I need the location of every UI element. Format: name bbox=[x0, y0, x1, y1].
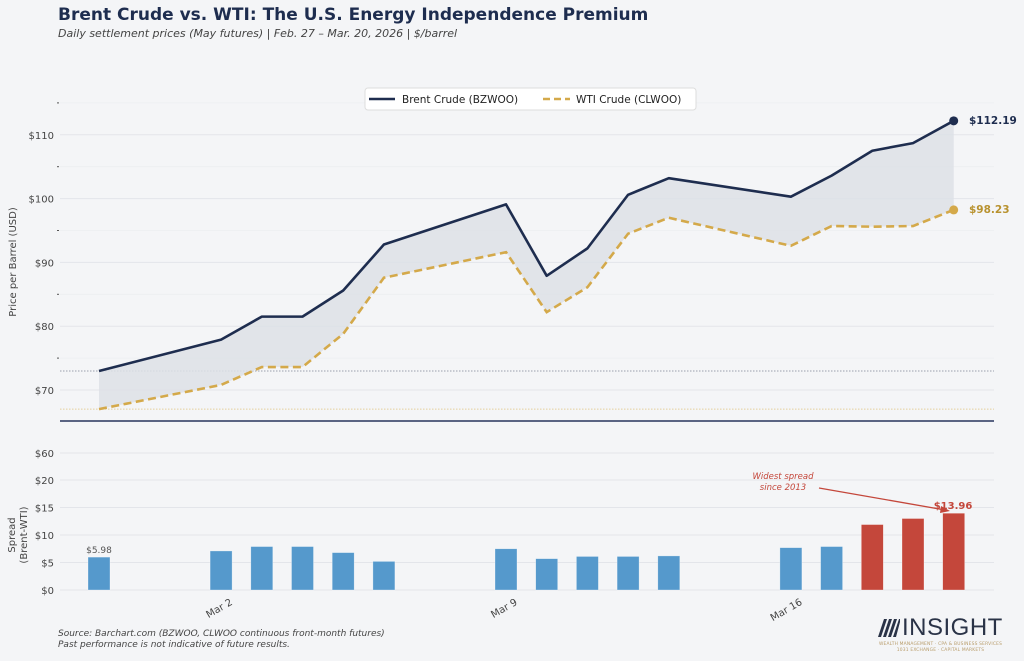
annotation-arrowhead bbox=[940, 506, 950, 513]
chart-title: Brent Crude vs. WTI: The U.S. Energy Ind… bbox=[58, 5, 649, 25]
spread-bar bbox=[616, 556, 640, 591]
spread-bar bbox=[250, 546, 274, 591]
spread-bar bbox=[901, 518, 925, 591]
brent-line bbox=[98, 119, 955, 373]
spread-bar bbox=[494, 548, 518, 591]
spread-tick-label: $5 bbox=[41, 559, 54, 570]
legend-wti-label: WTI Crude (CLWOO) bbox=[576, 94, 681, 106]
spread-bar bbox=[372, 561, 396, 591]
spread-bar bbox=[576, 556, 599, 591]
spread-tick-label: $0 bbox=[41, 586, 54, 597]
spread-area-fill bbox=[99, 120, 954, 410]
insight-logo: INSIGHT WEALTH MANAGEMENT · CPA & BUSINE… bbox=[878, 614, 1003, 654]
last-bar-label: $13.96 bbox=[934, 501, 973, 512]
price-tick-label: $70 bbox=[35, 386, 54, 397]
price-tick-label: $90 bbox=[35, 258, 54, 269]
spread-bars bbox=[87, 512, 966, 591]
end-markers bbox=[949, 116, 959, 215]
price-tick-label: $100 bbox=[29, 195, 54, 206]
logo-stripes-icon bbox=[878, 619, 900, 637]
spread-bar bbox=[291, 546, 314, 591]
spread-y-axis-label-line1: Spread bbox=[7, 517, 18, 552]
brent-end-marker bbox=[949, 116, 959, 126]
price-tick-label: $80 bbox=[35, 322, 54, 333]
spread-tick-label: $20 bbox=[35, 476, 54, 487]
spread-bar bbox=[209, 550, 233, 591]
spread-bar bbox=[779, 547, 803, 591]
annotation-text-line1: Widest spread bbox=[752, 472, 814, 482]
x-tick-label: Mar 16 bbox=[769, 597, 805, 624]
annotation-text-line2: since 2013 bbox=[760, 483, 806, 493]
wti-end-marker bbox=[949, 205, 959, 215]
price-tick-label: $110 bbox=[29, 131, 54, 142]
spread-grid bbox=[60, 452, 994, 591]
legend-brent-label: Brent Crude (BZWOO) bbox=[402, 94, 518, 106]
spread-bar bbox=[860, 524, 884, 591]
spread-y-ticks: $0 $5 $10 $15 $20 $60 bbox=[35, 449, 54, 597]
brent-end-label: $112.19 bbox=[969, 115, 1017, 127]
spread-bar bbox=[535, 558, 559, 591]
annotation-arrow bbox=[818, 487, 946, 511]
logo-wordmark: INSIGHT bbox=[902, 614, 1003, 641]
spread-y-axis-label-line2: (Brent-WTI) bbox=[19, 506, 30, 563]
logo-tagline-2: 1031 EXCHANGE · CAPITAL MARKETS bbox=[896, 648, 985, 653]
spread-bar bbox=[331, 552, 355, 591]
spread-tick-label: $15 bbox=[35, 504, 54, 515]
x-axis-ticks: Mar 2 Mar 9 Mar 16 bbox=[204, 597, 804, 624]
price-y-axis-label: Price per Barrel (USD) bbox=[8, 207, 19, 317]
x-tick-label: Mar 2 bbox=[204, 597, 234, 621]
disclaimer-note: Past performance is not indicative of fu… bbox=[58, 640, 290, 650]
spread-bar bbox=[87, 556, 111, 591]
spread-bar bbox=[820, 546, 843, 591]
x-tick-label: Mar 9 bbox=[489, 597, 519, 621]
wti-end-label: $98.23 bbox=[969, 204, 1010, 216]
spread-tick-label: $60 bbox=[35, 449, 54, 460]
chart-subtitle: Daily settlement prices (May futures) | … bbox=[58, 27, 458, 40]
first-bar-label: $5.98 bbox=[86, 546, 112, 556]
source-note: Source: Barchart.com (BZWOO, CLWOO conti… bbox=[58, 629, 385, 639]
price-y-ticks: $70 $80 $90 $100 $110 bbox=[29, 102, 59, 397]
legend: Brent Crude (BZWOO) WTI Crude (CLWOO) bbox=[364, 87, 697, 111]
spread-bar bbox=[657, 555, 681, 591]
reference-lines bbox=[60, 370, 994, 410]
wti-line bbox=[98, 208, 955, 411]
logo-tagline-1: WEALTH MANAGEMENT · CPA & BUSINESS SERVI… bbox=[878, 642, 1003, 647]
spread-tick-label: $10 bbox=[35, 531, 54, 542]
spread-bar bbox=[942, 512, 966, 591]
